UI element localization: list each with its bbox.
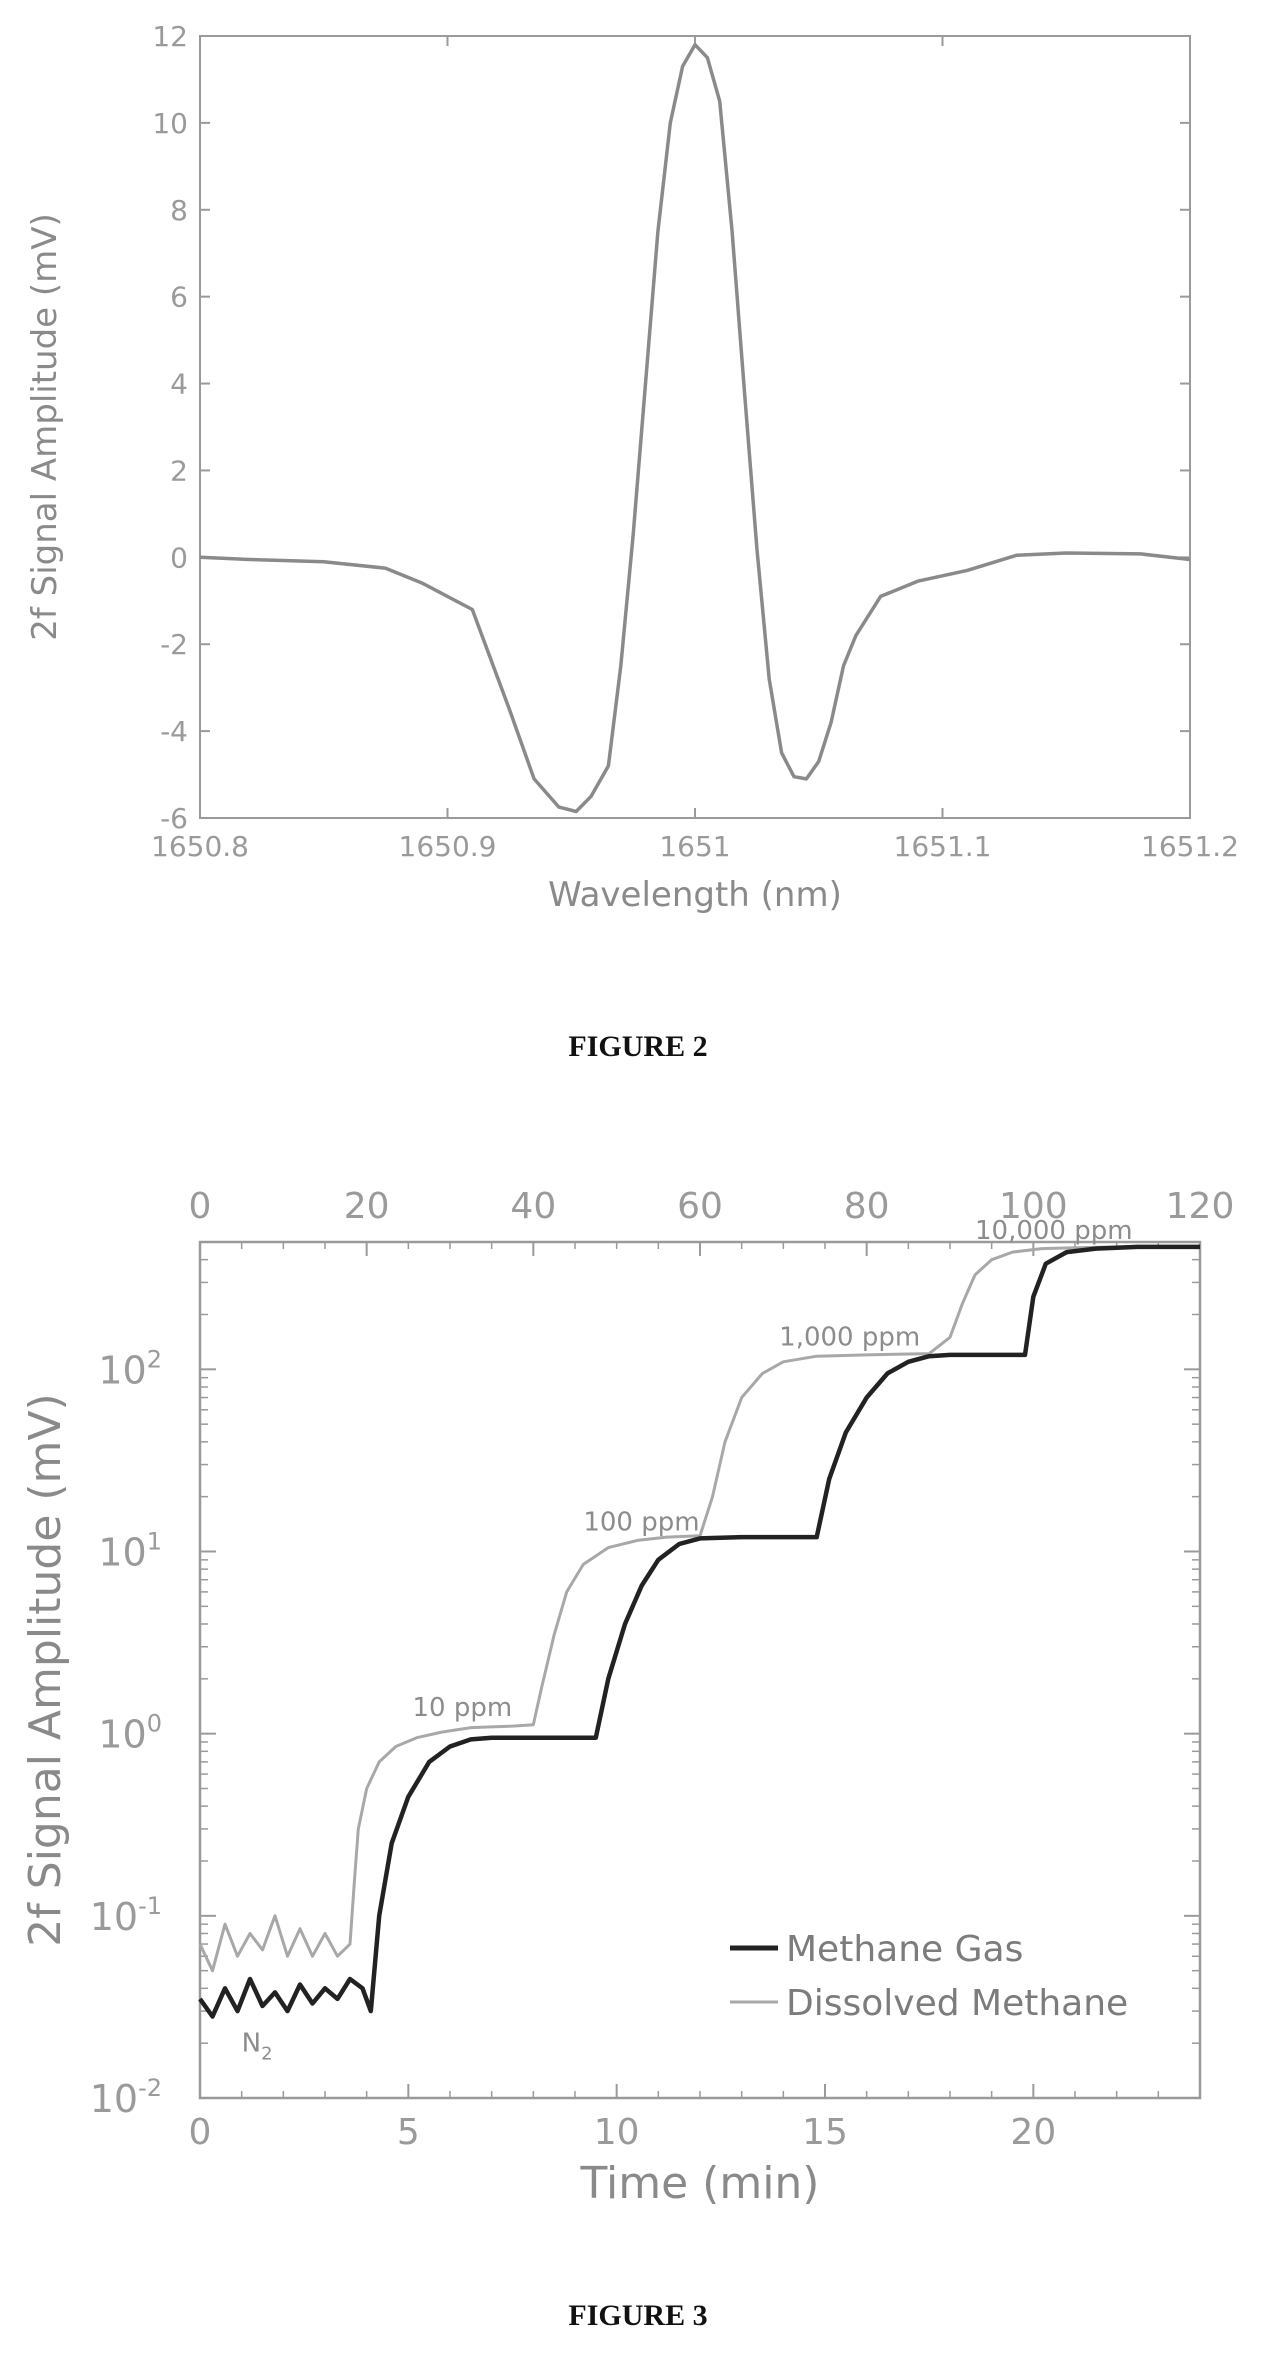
fig2-x-tick-label: 1651.2 bbox=[1141, 830, 1239, 863]
fig3-y-tick-exponent: 1 bbox=[147, 1527, 162, 1555]
fig2-y-tick-label: 0 bbox=[170, 541, 188, 574]
fig2-x-tick-label: 1651.1 bbox=[894, 830, 992, 863]
fig2-y-tick-label: 12 bbox=[152, 20, 188, 53]
fig3-top-x-tick-label: 40 bbox=[510, 1186, 556, 1227]
fig3-dissolved-methane-line bbox=[198, 1245, 1200, 1973]
fig3-top-x-tick-label: 0 bbox=[189, 1186, 212, 1227]
fig2-y-tick-label: 4 bbox=[170, 368, 188, 401]
fig3-y-tick-label: 102 bbox=[98, 1345, 162, 1392]
fig2-y-tick-label: -2 bbox=[160, 628, 188, 661]
fig3-top-x-tick-label: 60 bbox=[677, 1186, 723, 1227]
fig3-y-tick-base: 10 bbox=[90, 1895, 138, 1939]
fig2-y-tick-label: 8 bbox=[170, 194, 188, 227]
fig3-top-x-tick-label: 100 bbox=[999, 1186, 1068, 1227]
figure-3-caption: FIGURE 3 bbox=[568, 2299, 707, 2332]
fig3-x-tick-label: 10 bbox=[594, 2112, 640, 2153]
fig2-signal-line bbox=[199, 42, 1191, 814]
fig3-x-tick-label: 0 bbox=[189, 2112, 212, 2153]
fig3-y-tick-label: 100 bbox=[98, 1710, 162, 1757]
figure-2-chart: 1650.8 1650.9 1651 1651.1 1651.2 -6 -4 -2 0 2 4 6 8 1… bbox=[25, 20, 1239, 915]
fig2-y-axis-label: 2f Signal Amplitude (mV) bbox=[25, 213, 65, 641]
fig3-n2-label: N2 bbox=[242, 2028, 273, 2064]
fig2-x-tick-label: 1651 bbox=[659, 830, 730, 863]
fig3-concentration-annotation: 10,000 ppm bbox=[975, 1216, 1133, 1246]
fig3-y-tick-exponent: -1 bbox=[138, 1892, 162, 1920]
fig2-y-tick-label: 2 bbox=[170, 454, 188, 487]
fig2-y-tick-label: 6 bbox=[170, 281, 188, 314]
fig3-y-tick-label: 10-2 bbox=[90, 2074, 162, 2121]
figure-2-caption: FIGURE 2 bbox=[568, 1030, 707, 1063]
fig3-legend: Methane Gas Dissolved Methane bbox=[730, 1929, 1128, 2024]
fig3-x-tick-label: 15 bbox=[802, 2112, 848, 2153]
fig3-y-tick-base: 10 bbox=[98, 1348, 146, 1392]
fig2-y-tick-label: -6 bbox=[160, 802, 188, 835]
figure-3-chart: 0 5 10 15 200 20 40 60 80 100 12010-210-1100101102… bbox=[20, 1186, 1234, 2209]
fig2-y-tick-label: 10 bbox=[152, 107, 188, 140]
fig3-plot-frame bbox=[198, 1240, 1202, 2100]
fig3-concentration-annotation: 1,000 ppm bbox=[779, 1323, 920, 1353]
fig3-y-tick-base: 10 bbox=[90, 2077, 138, 2121]
fig2-y-tick-label: -4 bbox=[160, 715, 188, 748]
fig3-n2-subscript: 2 bbox=[261, 2043, 272, 2064]
fig3-y-tick-base: 10 bbox=[98, 1713, 146, 1757]
fig3-y-tick-exponent: -2 bbox=[138, 2074, 162, 2102]
fig3-legend-label-dissolved-methane: Dissolved Methane bbox=[786, 1983, 1128, 2024]
fig3-n2-base: N bbox=[242, 2028, 261, 2058]
fig2-x-tick-label: 1650.9 bbox=[399, 830, 497, 863]
fig3-y-tick-label: 10-1 bbox=[90, 1892, 162, 1939]
fig3-y-tick-exponent: 0 bbox=[147, 1710, 162, 1738]
fig3-x-tick-label: 20 bbox=[1010, 2112, 1056, 2153]
fig3-top-x-tick-label: 120 bbox=[1166, 1186, 1235, 1227]
fig3-x-axis-label: Time (min) bbox=[580, 2158, 820, 2209]
fig3-y-tick-exponent: 2 bbox=[147, 1345, 162, 1373]
fig3-y-axis-label: 2f Signal Amplitude (mV) bbox=[20, 1393, 71, 1946]
fig3-top-x-tick-label: 80 bbox=[844, 1186, 890, 1227]
fig3-x-tick-label: 5 bbox=[397, 2112, 420, 2153]
fig3-concentration-annotation: 10 ppm bbox=[413, 1693, 513, 1723]
fig2-x-axis-label: Wavelength (nm) bbox=[548, 875, 842, 915]
fig3-y-tick-base: 10 bbox=[98, 1530, 146, 1574]
fig3-top-x-tick-label: 20 bbox=[344, 1186, 390, 1227]
fig2-x-tick-label: 1650.8 bbox=[151, 830, 249, 863]
fig3-concentration-annotation: 100 ppm bbox=[583, 1508, 699, 1538]
fig3-methane-gas-line bbox=[198, 1244, 1200, 2019]
fig3-legend-label-methane-gas: Methane Gas bbox=[786, 1929, 1023, 1970]
fig2-plot-frame bbox=[199, 35, 1191, 819]
fig3-y-tick-label: 101 bbox=[98, 1527, 162, 1574]
